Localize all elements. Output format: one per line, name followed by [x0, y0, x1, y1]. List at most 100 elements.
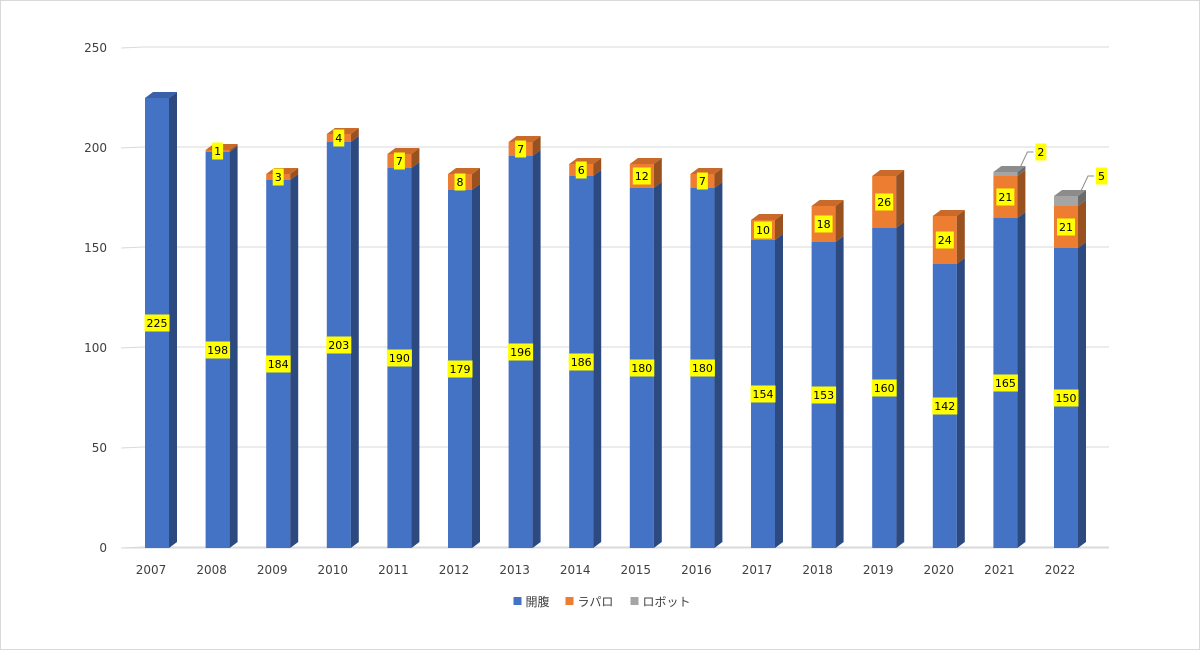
bar-stack-2016 [690, 168, 723, 548]
data-label-box-kaifuku-2008 [205, 341, 231, 359]
gridline-slant [120, 146, 144, 149]
bar-side-laparo-2017 [775, 214, 783, 240]
data-label-box-kaifuku-2007 [144, 314, 170, 332]
bar-side-laparo-2011 [411, 148, 420, 168]
data-label-laparo-2015: 12 [635, 170, 649, 183]
bar-side-kaifuku-2009 [290, 174, 299, 548]
data-label-kaifuku-2017: 154 [753, 388, 774, 401]
data-label-kaifuku-2022: 150 [1056, 392, 1077, 405]
data-label-laparo-2014: 6 [578, 164, 585, 177]
data-label-box-laparo-2010 [333, 129, 345, 147]
bar-side-kaifuku-2014 [593, 170, 602, 548]
bar-side-kaifuku-2013 [532, 150, 541, 548]
data-label-box-laparo-2022 [1057, 218, 1075, 236]
bar-side-laparo-2008 [229, 144, 238, 152]
x-tick-label-2008: 2008 [196, 563, 227, 577]
data-label-box-laparo-2011 [393, 152, 405, 170]
data-label-robot-2021: 2 [1037, 146, 1044, 159]
bar-side-laparo-2019 [896, 170, 905, 228]
bar-side-kaifuku-2007 [169, 92, 177, 548]
bar-side-robot-2022 [1078, 190, 1086, 206]
bar-stack-2019 [872, 170, 905, 548]
bar-side-laparo-2009 [290, 168, 299, 180]
x-tick-label-2012: 2012 [439, 563, 470, 577]
data-label-laparo-2012: 8 [457, 176, 464, 189]
data-label-kaifuku-2018: 153 [813, 389, 834, 402]
x-tick-label-2016: 2016 [681, 563, 712, 577]
gridline-slant [120, 246, 144, 249]
legend-swatch-kaifuku [513, 597, 522, 605]
bar-robot-2021 [993, 172, 1018, 176]
data-label-laparo-2019: 26 [877, 196, 891, 209]
data-label-kaifuku-2016: 180 [692, 362, 713, 375]
legend-swatch-laparo [565, 597, 574, 605]
x-tick-label-2019: 2019 [863, 563, 894, 577]
data-label-box-kaifuku-2020 [932, 397, 958, 415]
data-label-kaifuku-2007: 225 [147, 317, 168, 330]
data-label-box-laparo-2018 [814, 215, 833, 233]
legend: 開腹 ラパロ ロボット [513, 595, 691, 609]
bar-side-laparo-2012 [472, 168, 480, 190]
bar-stack-2011 [387, 148, 420, 548]
y-tick-label: 250 [84, 41, 107, 55]
data-label-box-laparo-2016 [696, 172, 708, 190]
bar-side-robot-2021 [1017, 166, 1026, 176]
data-label-box-kaifuku-2015 [629, 359, 655, 377]
data-label-laparo-2018: 18 [817, 218, 831, 231]
bar-side-kaifuku-2022 [1078, 242, 1086, 548]
bar-side-kaifuku-2020 [956, 258, 965, 548]
bar-top-kaifuku-2007 [145, 92, 177, 98]
x-tick-label-2022: 2022 [1045, 563, 1076, 577]
bar-side-laparo-2010 [350, 128, 359, 142]
bar-side-laparo-2015 [653, 158, 662, 188]
bar-stack-2020 [932, 210, 965, 548]
gridline-slant [120, 346, 144, 349]
x-tick-label-2010: 2010 [318, 563, 349, 577]
data-label-box-kaifuku-2013 [508, 343, 534, 361]
bar-side-laparo-2016 [714, 168, 723, 188]
data-label-box-kaifuku-2014 [568, 353, 594, 371]
data-label-box-laparo-2012 [454, 173, 466, 191]
bar-side-kaifuku-2010 [350, 136, 359, 548]
data-label-box-laparo-2008 [212, 142, 224, 160]
gridline-slant [120, 446, 144, 449]
data-label-kaifuku-2015: 180 [631, 362, 652, 375]
bar-stack-2017 [751, 214, 783, 548]
bar-side-kaifuku-2012 [472, 184, 480, 548]
bar-side-laparo-2018 [835, 200, 844, 242]
data-label-laparo-2013: 7 [517, 143, 524, 156]
bar-side-kaifuku-2008 [229, 146, 238, 548]
bar-stack-2018 [811, 200, 844, 548]
gridline-slant [120, 46, 144, 49]
legend-label-laparo: ラパロ [578, 595, 614, 609]
data-label-box-kaifuku-2011 [386, 349, 412, 367]
bar-stack-2022 [1054, 190, 1086, 548]
data-label-box-laparo-2019 [875, 193, 894, 211]
data-label-kaifuku-2011: 190 [389, 352, 410, 365]
data-label-box-laparo-2020 [935, 231, 954, 249]
legend-label-kaifuku: 開腹 [526, 595, 550, 609]
data-label-box-laparo-2009 [272, 168, 284, 186]
bar-side-laparo-2021 [1017, 170, 1026, 218]
legend-swatch-robot [630, 597, 639, 605]
bar-top-laparo-2018 [811, 200, 844, 206]
x-tick-label-2021: 2021 [984, 563, 1015, 577]
y-tick-label: 0 [99, 541, 107, 555]
bar-robot-2022 [1054, 196, 1078, 206]
leader-line-robot-2022 [1079, 175, 1094, 194]
data-label-kaifuku-2010: 203 [328, 339, 349, 352]
data-label-laparo-2009: 3 [275, 171, 282, 184]
leader-line-robot-2021 [1018, 151, 1034, 170]
data-label-box-robot-2021 [1035, 143, 1047, 161]
bar-side-kaifuku-2021 [1017, 212, 1026, 548]
x-tick-label-2020: 2020 [924, 563, 955, 577]
data-label-box-laparo-2017 [754, 221, 772, 239]
bar-top-laparo-2012 [448, 168, 480, 174]
x-tick-label-2011: 2011 [378, 563, 409, 577]
bar-side-kaifuku-2017 [775, 234, 783, 548]
data-label-kaifuku-2019: 160 [874, 382, 895, 395]
x-tick-label-2007: 2007 [136, 563, 167, 577]
bar-stack-2014 [569, 158, 602, 548]
